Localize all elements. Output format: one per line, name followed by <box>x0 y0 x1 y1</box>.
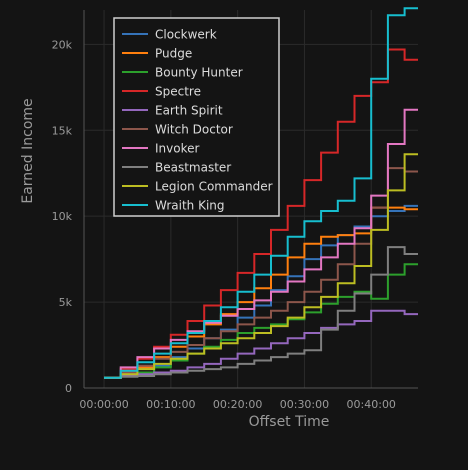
series-line-legion-commander <box>104 153 418 379</box>
legend-label: Clockwerk <box>155 28 217 42</box>
y-tick-label: 0 <box>65 382 72 395</box>
legend-label: Witch Doctor <box>155 123 233 137</box>
axes: 0 5k 10k 15k 20k 00:00:00 00:10:00 00:20:00 00:3… <box>52 10 418 411</box>
y-tick-label: 20k <box>52 38 73 51</box>
y-tick-label: 10k <box>52 210 73 223</box>
legend-label: Bounty Hunter <box>155 66 243 80</box>
legend-label: Earth Spirit <box>155 104 223 118</box>
legend-label: Wraith King <box>155 199 225 213</box>
series-line-invoker <box>104 108 418 379</box>
series-line-beastmaster <box>104 246 418 379</box>
x-tick-label: 00:30:00 <box>280 398 329 411</box>
legend-label: Beastmaster <box>155 161 231 175</box>
series-layer <box>104 7 418 379</box>
x-axis-label: Offset Time <box>249 414 330 430</box>
legend-label: Spectre <box>155 85 201 99</box>
legend-label: Legion Commander <box>155 180 273 194</box>
legend-box <box>113 17 280 217</box>
series-line-witch-doctor <box>104 167 418 379</box>
y-tick-label: 5k <box>59 296 73 309</box>
y-axis-label: Earned Income <box>20 98 36 203</box>
y-tick-label: 15k <box>52 124 73 137</box>
legend: Clockwerk Pudge Bounty Hunter Spectre Earth … <box>113 17 280 217</box>
series-line-earth-spirit <box>104 309 418 379</box>
x-tick-label: 00:40:00 <box>347 398 396 411</box>
series-line-wraith-king <box>104 7 418 379</box>
x-tick-label: 00:00:00 <box>79 398 128 411</box>
series-line-bounty-hunter <box>104 263 418 379</box>
x-tick-label: 00:10:00 <box>146 398 195 411</box>
legend-label: Invoker <box>155 142 199 156</box>
series-line-clockwerk <box>104 204 418 379</box>
series-line-spectre <box>104 48 418 379</box>
legend-label: Pudge <box>155 47 192 61</box>
x-tick-label: 00:20:00 <box>213 398 262 411</box>
